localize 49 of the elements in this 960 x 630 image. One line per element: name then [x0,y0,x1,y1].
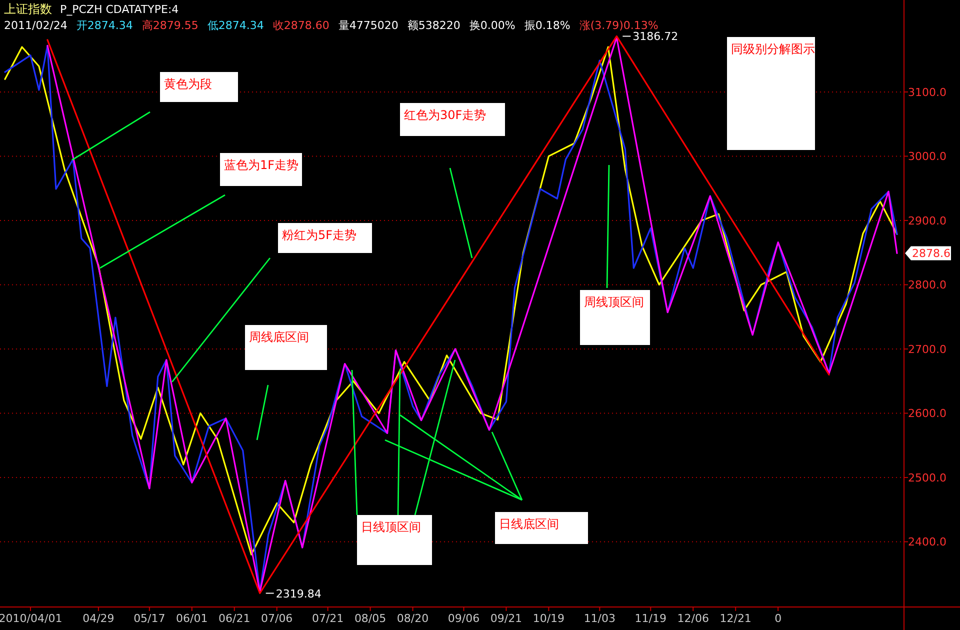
annotation: 低2874.34 [207,19,264,32]
y-tick-label: 2800.0 [908,278,946,292]
annotation: 振0.18% [524,19,570,32]
x-tick-label: 2010/04/01 [0,612,62,625]
x-tick-label: 0 [774,612,782,625]
annotation: 涨(3.79)0.13% [579,19,658,32]
x-tick-label: 06/21 [218,612,250,625]
annotation: 蓝色为1F走势 [224,158,299,172]
y-tick-label: 2500.0 [908,471,946,484]
x-tick-label: 08/05 [354,612,386,625]
annotation: 红色为30F走势 [404,108,486,122]
x-tick-label: 10/19 [532,612,565,625]
x-tick-label: 11/03 [584,612,616,625]
y-tick-label: 3100.0 [908,86,946,99]
annotation: 粉红为5F走势 [282,228,357,242]
x-tick-label: 07/06 [260,612,293,625]
annotation: 周线顶区间 [584,295,644,309]
annotation: 日线底区间 [499,517,559,531]
chart-subtitle: P_PCZH CDATATYPE:4 [60,3,179,16]
annotation: 换0.00% [469,19,516,32]
text: 2878.6 [912,247,950,260]
x-tick-label: 07/21 [312,612,344,625]
x-tick-label: 04/29 [82,612,114,625]
annotation: 同级别分解图示 [731,42,815,56]
annotation: 额538220 [407,19,460,32]
annotation: 3186.72 [632,30,678,44]
x-tick-label: 08/20 [396,612,429,625]
annotation: 收2878.60 [272,19,330,32]
y-tick-label: 2400.0 [908,536,946,549]
annotation: 高2879.55 [142,19,198,32]
annotation: 量4775020 [338,19,398,32]
x-tick-label: 11/19 [634,612,666,625]
annotation: 日线顶区间 [361,520,421,534]
y-tick-label: 3000.0 [908,150,946,164]
annotation: 周线底区间 [249,330,309,344]
x-tick-label: 05/17 [134,612,166,625]
x-tick-label: 09/06 [448,612,480,625]
annotation: 开2874.34 [76,19,133,32]
annotation: 黄色为段 [164,77,212,91]
annotation: 2011/02/24 [4,19,68,32]
y-tick-label: 2900.0 [908,214,946,228]
x-tick-label: 12/21 [720,612,752,625]
y-tick-label: 2600.0 [908,407,946,420]
x-tick-label: 09/21 [490,612,522,625]
y-tick-label: 2700.0 [908,342,946,356]
chart-title: 上证指数 [4,2,52,16]
x-tick-label: 06/01 [176,612,208,625]
x-tick-label: 12/06 [677,612,709,625]
annotation: 2319.84 [276,587,322,600]
